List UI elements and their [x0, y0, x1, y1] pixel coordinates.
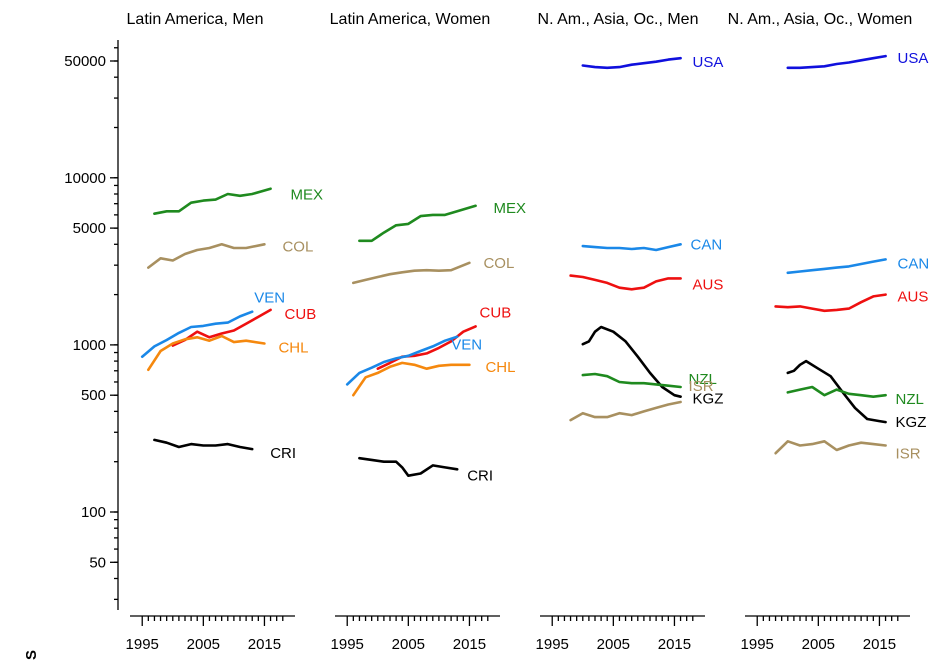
series-line-mex: [153, 187, 272, 215]
series-line-can: [581, 243, 682, 252]
y-tick-label: 10000: [64, 170, 106, 187]
series-line-ven: [345, 335, 459, 386]
series-label-usa: USA: [693, 54, 724, 71]
series-line-isr: [774, 439, 887, 455]
y-tick-label: 1000: [73, 337, 106, 354]
series-label-cri: CRI: [467, 467, 493, 484]
y-tick-label: 50000: [64, 53, 106, 70]
panel-title: N. Am., Asia, Oc., Women: [728, 11, 913, 28]
x-tick-label: 1995: [741, 636, 774, 653]
series-line-kgz: [786, 359, 887, 424]
x-tick-label: 2015: [863, 636, 896, 653]
x-tick-label: 2005: [392, 636, 425, 653]
series-label-kgz: KGZ: [693, 391, 724, 408]
series-lines: [140, 54, 887, 478]
series-label-cub: CUB: [480, 304, 512, 321]
y-tick-label: 100: [81, 504, 106, 521]
x-tick-label: 1995: [536, 636, 569, 653]
series-line-isr: [569, 400, 682, 422]
x-tick-label: 2015: [658, 636, 691, 653]
x-axes: 1995 2005 2015 1995 2005 2015 1995 2005 2015 1995…: [126, 615, 910, 653]
series-line-nzl: [581, 372, 682, 389]
series-label-kgz: KGZ: [896, 414, 927, 431]
y-tick-label: 500: [81, 387, 106, 404]
series-line-aus: [569, 274, 682, 291]
y-tick-label: 5000: [73, 220, 106, 237]
x-tick-label: 2015: [248, 636, 281, 653]
panel-titles: Latin America, Men Latin America, Women N.…: [127, 11, 913, 28]
x-tick-label: 1995: [331, 636, 364, 653]
y-axis: 50000 10000 5000 1000 500 100 50: [64, 40, 119, 610]
x-tick-label: 1995: [126, 636, 159, 653]
x-tick-label: 2005: [597, 636, 630, 653]
x-tick-label: 2005: [187, 636, 220, 653]
series-label-cub: CUB: [285, 306, 317, 323]
x-tick-label: 2015: [453, 636, 486, 653]
series-line-cub: [171, 308, 272, 347]
series-label-col: COL: [282, 238, 313, 255]
series-label-chl: CHL: [485, 359, 515, 376]
y-tick-label: 50: [89, 554, 106, 571]
series-label-ven: VEN: [451, 337, 482, 354]
y-axis-label-fragment: S: [23, 650, 40, 660]
series-label-chl: CHL: [278, 339, 308, 356]
series-line-cri: [358, 456, 459, 478]
series-label-nzl: NZL: [689, 371, 717, 388]
series-label-nzl: NZL: [896, 391, 924, 408]
series-label-isr: ISR: [896, 446, 921, 463]
series-line-cub: [376, 325, 477, 371]
series-line-usa: [786, 54, 887, 70]
series-label-can: CAN: [898, 255, 930, 272]
x-tick-label: 2005: [802, 636, 835, 653]
series-labels: MEXCOLVENCUBCHLCRIMEXCOLCUBVENCHLCRIUSAC…: [254, 50, 929, 484]
series-label-ven: VEN: [254, 290, 285, 307]
panel-title: Latin America, Men: [127, 11, 264, 28]
series-label-aus: AUS: [898, 289, 929, 306]
series-label-aus: AUS: [693, 276, 724, 293]
series-line-ven: [140, 310, 254, 359]
series-label-can: CAN: [691, 236, 723, 253]
series-label-cri: CRI: [270, 445, 296, 462]
series-label-mex: MEX: [494, 200, 527, 217]
series-line-can: [786, 258, 887, 275]
series-line-chl: [147, 334, 266, 372]
series-line-nzl: [786, 385, 887, 399]
series-label-isr: ISR: [689, 378, 714, 395]
series-line-cri: [153, 438, 254, 451]
series-line-col: [351, 261, 471, 285]
series-line-col: [147, 243, 266, 269]
panel-title: N. Am., Asia, Oc., Men: [538, 11, 699, 28]
series-label-col: COL: [483, 255, 514, 272]
series-line-mex: [358, 204, 477, 243]
series-label-mex: MEX: [291, 187, 324, 204]
series-line-chl: [351, 361, 471, 397]
series-line-kgz: [581, 325, 682, 399]
series-label-usa: USA: [898, 50, 929, 67]
series-line-aus: [774, 293, 887, 313]
panel-title: Latin America, Women: [330, 11, 491, 28]
series-line-usa: [581, 56, 682, 70]
